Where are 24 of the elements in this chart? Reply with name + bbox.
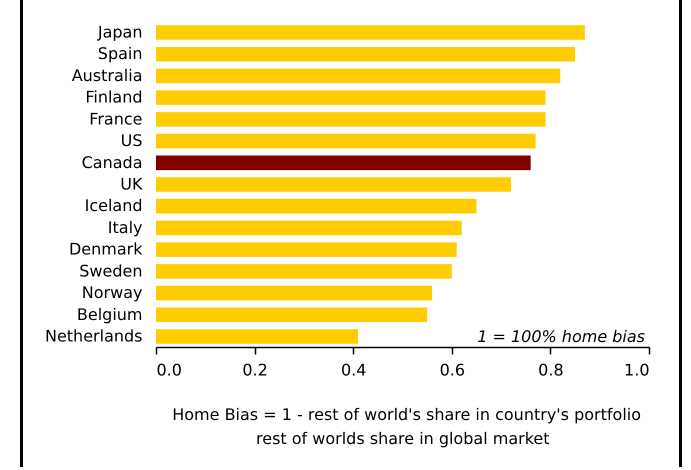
x-tick-label: 0.0	[156, 360, 182, 380]
x-tick-label: 1.0	[624, 360, 650, 380]
x-tick-label: 0.4	[340, 360, 366, 380]
y-tick-label: Spain	[98, 44, 142, 64]
x-tick-label: 0.2	[242, 360, 268, 380]
y-tick-label: France	[89, 109, 142, 128]
y-tick-label: US	[120, 131, 142, 150]
y-tick-label: Sweden	[79, 261, 142, 280]
y-tick-label: Norway	[82, 283, 142, 302]
y-tick-label: Australia	[72, 66, 142, 85]
y-tick-label: Italy	[108, 218, 142, 237]
y-tick-label: Finland	[85, 88, 142, 107]
y-tick-label: Japan	[96, 22, 142, 42]
x-tick-label: 0.6	[440, 360, 466, 380]
y-tick-label: Denmark	[68, 240, 144, 259]
text: Home Bias = 1 - rest of world's share in country's portfolio	[172, 405, 641, 424]
y-tick-label: Iceland	[84, 196, 142, 216]
y-tick-label: Canada	[82, 152, 142, 172]
y-tick-label: UK	[120, 174, 144, 194]
x-tick-label: 0.8	[538, 360, 564, 380]
annotation: 1 = 100% home bias	[477, 327, 645, 346]
text: rest of worlds share in global market	[256, 429, 550, 448]
y-tick-label: Belgium	[76, 304, 142, 324]
y-tick-label: Netherlands	[44, 326, 142, 346]
